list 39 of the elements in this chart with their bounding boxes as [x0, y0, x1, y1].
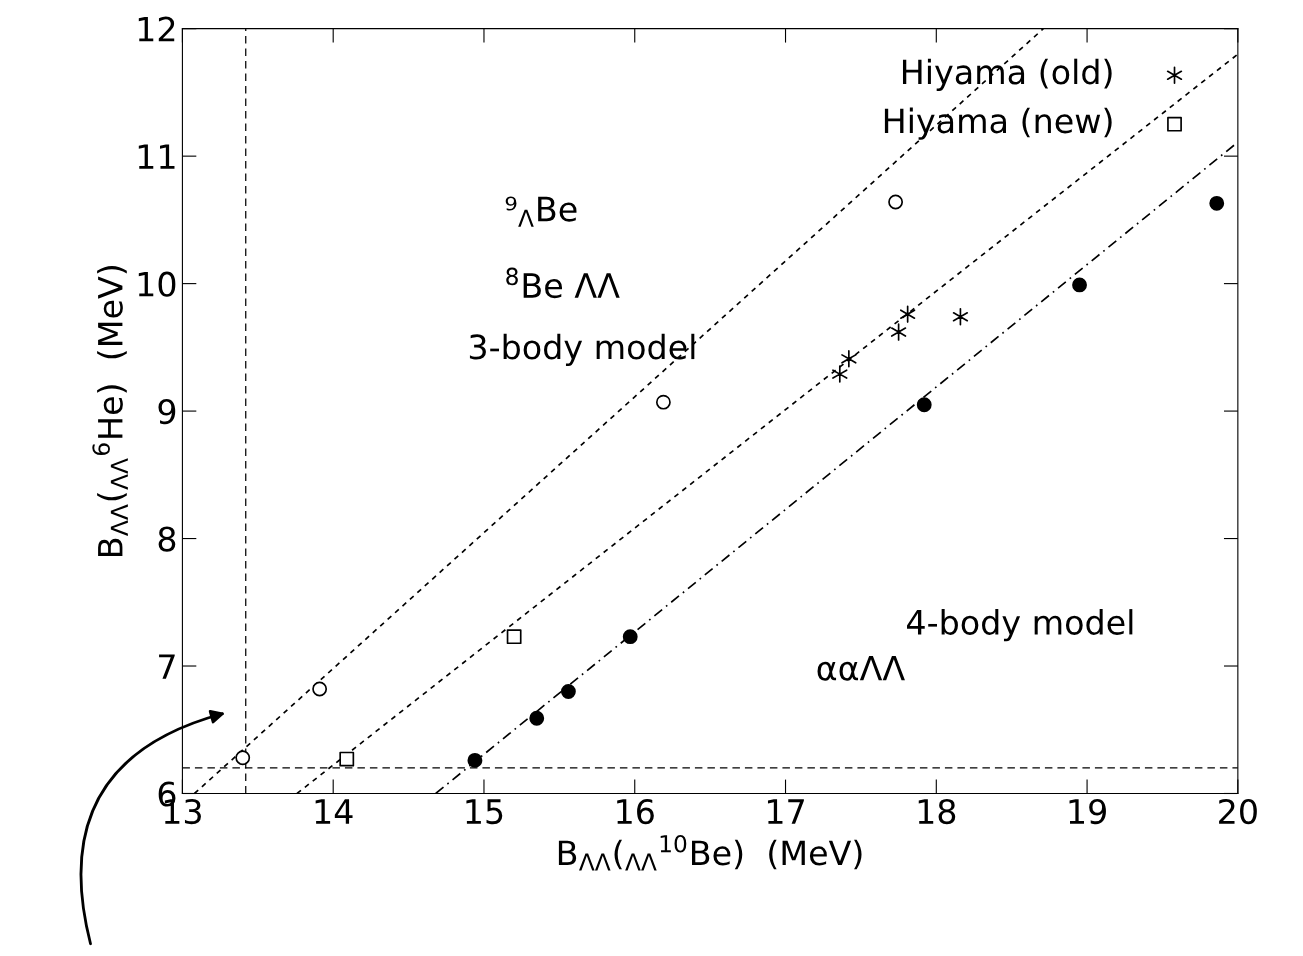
point — [899, 305, 916, 323]
annotation: ⁹$_{Λ}$Be — [505, 196, 577, 227]
point — [560, 684, 576, 699]
annotation: $^{8}$Be ΛΛ — [506, 267, 620, 299]
x-tick-label: 15 — [466, 799, 503, 825]
y-tick-label: 8 — [158, 526, 176, 552]
y-tick-label: 9 — [158, 399, 176, 425]
point — [339, 751, 355, 767]
point — [888, 194, 904, 210]
point — [622, 629, 638, 645]
x-axis-title: B$_{ΛΛ}$($_{ΛΛ}$$^{10}$Be) (MeV) — [558, 834, 862, 871]
point — [235, 750, 251, 766]
point — [506, 629, 522, 645]
legend-label: Hiyama (old) — [902, 58, 1112, 91]
point — [841, 350, 857, 368]
legend-label: Hiyama (new) — [884, 107, 1112, 140]
point — [1072, 277, 1087, 293]
x-tick-label: 19 — [1069, 798, 1106, 825]
point — [916, 397, 932, 413]
x-tick-label: 16 — [617, 798, 654, 825]
y-tick-label: 12 — [138, 16, 175, 42]
y-axis-title: B$_{ΛΛ}$($_{ΛΛ}$$^{6}$He) (MeV) — [92, 266, 128, 556]
point — [312, 681, 328, 697]
x-tick-label: 18 — [918, 798, 956, 825]
point — [655, 394, 671, 410]
x-tick-label: 14 — [315, 799, 353, 824]
x-tick-label: 20 — [1219, 798, 1257, 825]
point — [467, 752, 483, 768]
annotation: 3-body model — [469, 333, 695, 367]
point — [890, 323, 907, 341]
x-tick-label: 17 — [767, 799, 804, 824]
y-tick-label: 10 — [138, 271, 176, 297]
point — [529, 710, 545, 726]
y-tick-label: 11 — [138, 144, 175, 169]
annotation: ααΛΛ — [817, 656, 905, 681]
point — [832, 365, 848, 383]
annotation: 4-body model — [907, 609, 1133, 642]
y-tick-label: 7 — [159, 654, 175, 679]
point — [1209, 195, 1225, 211]
